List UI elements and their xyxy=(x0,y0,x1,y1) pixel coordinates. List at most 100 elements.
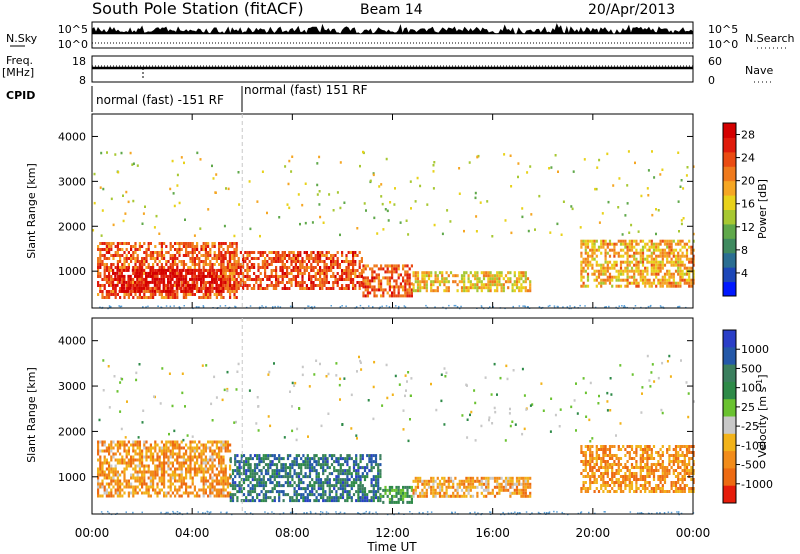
data-cell xyxy=(443,494,446,498)
data-cell xyxy=(162,268,165,272)
data-cell xyxy=(242,263,245,266)
data-cell xyxy=(324,490,327,494)
data-cell xyxy=(231,481,235,485)
data-cell xyxy=(189,440,192,444)
data-cell xyxy=(108,272,111,275)
data-cell xyxy=(293,499,296,503)
data-cell xyxy=(364,276,367,280)
data-cell xyxy=(118,280,121,284)
data-cell xyxy=(277,251,280,254)
data-cell xyxy=(175,286,178,290)
data-cell xyxy=(165,443,168,447)
clutter-cell xyxy=(368,305,370,307)
data-cell xyxy=(108,494,111,498)
data-cell xyxy=(589,466,592,469)
data-cell xyxy=(349,269,352,272)
data-cell xyxy=(423,277,426,281)
data-cell xyxy=(245,463,248,467)
data-cell xyxy=(362,279,365,283)
data-cell xyxy=(132,440,135,444)
data-cell xyxy=(244,269,247,272)
data-cell xyxy=(487,271,490,275)
data-cell xyxy=(272,251,275,254)
data-cell xyxy=(278,475,281,479)
data-cell xyxy=(355,499,358,503)
data-cell xyxy=(346,478,349,482)
data-cell xyxy=(304,472,307,476)
data-cell xyxy=(101,449,104,453)
data-cell xyxy=(597,263,601,267)
data-cell xyxy=(372,487,375,491)
data-cell xyxy=(688,275,691,279)
data-cell xyxy=(127,479,130,483)
data-cell xyxy=(204,455,207,459)
data-cell xyxy=(222,455,225,459)
data-cell xyxy=(345,260,348,263)
scatter-cell xyxy=(651,150,653,153)
data-cell xyxy=(443,491,446,495)
data-cell xyxy=(154,251,157,254)
data-cell xyxy=(297,463,301,467)
data-cell xyxy=(114,251,117,254)
data-cell xyxy=(213,257,216,260)
figure-header: South Pole Station (fitACF) Beam 14 20/A… xyxy=(92,0,675,18)
data-cell xyxy=(652,257,656,261)
data-cell xyxy=(325,272,328,275)
data-cell xyxy=(348,478,351,482)
data-cell xyxy=(278,490,281,494)
data-cell xyxy=(110,278,113,281)
data-cell xyxy=(180,485,183,489)
data-cell xyxy=(202,296,205,299)
data-cell xyxy=(615,469,618,472)
data-cell xyxy=(116,268,119,272)
data-cell xyxy=(211,440,214,444)
data-cell xyxy=(622,466,625,469)
data-cell xyxy=(273,499,276,503)
data-cell xyxy=(262,478,265,482)
data-cell xyxy=(350,457,353,461)
data-cell xyxy=(275,472,279,476)
data-cell xyxy=(145,446,148,450)
data-cell xyxy=(226,245,229,248)
data-cell xyxy=(270,275,273,278)
data-cell xyxy=(299,284,302,287)
data-cell xyxy=(99,440,102,444)
data-cell xyxy=(235,254,238,257)
data-cell xyxy=(151,280,154,284)
data-cell xyxy=(97,257,100,260)
data-cell xyxy=(310,263,313,266)
data-cell xyxy=(260,457,263,461)
data-cell xyxy=(652,245,656,249)
data-cell xyxy=(163,473,166,477)
data-cell xyxy=(99,251,102,254)
data-cell xyxy=(611,463,614,466)
data-cell xyxy=(337,481,340,485)
data-cell xyxy=(152,296,155,299)
data-cell xyxy=(681,275,684,279)
data-cell xyxy=(628,260,631,264)
data-cell xyxy=(312,287,315,290)
clutter-cell xyxy=(385,305,388,307)
data-cell xyxy=(246,275,249,278)
data-cell xyxy=(173,280,176,284)
data-cell xyxy=(412,274,415,278)
data-cell xyxy=(606,472,609,475)
data-cell xyxy=(328,481,331,485)
data-cell xyxy=(619,487,623,490)
data-cell xyxy=(666,251,669,255)
data-cell xyxy=(138,293,141,296)
data-cell xyxy=(352,257,355,260)
data-cell xyxy=(245,460,248,464)
data-cell xyxy=(606,481,609,484)
data-cell xyxy=(189,293,192,296)
data-cell xyxy=(327,251,330,254)
data-cell xyxy=(449,485,453,489)
data-cell xyxy=(189,476,192,480)
data-cell xyxy=(262,475,265,479)
data-cell xyxy=(308,260,311,263)
data-cell xyxy=(110,449,113,453)
data-cell xyxy=(208,268,211,272)
data-cell xyxy=(271,487,274,491)
data-cell xyxy=(332,263,335,266)
data-cell xyxy=(463,283,466,287)
